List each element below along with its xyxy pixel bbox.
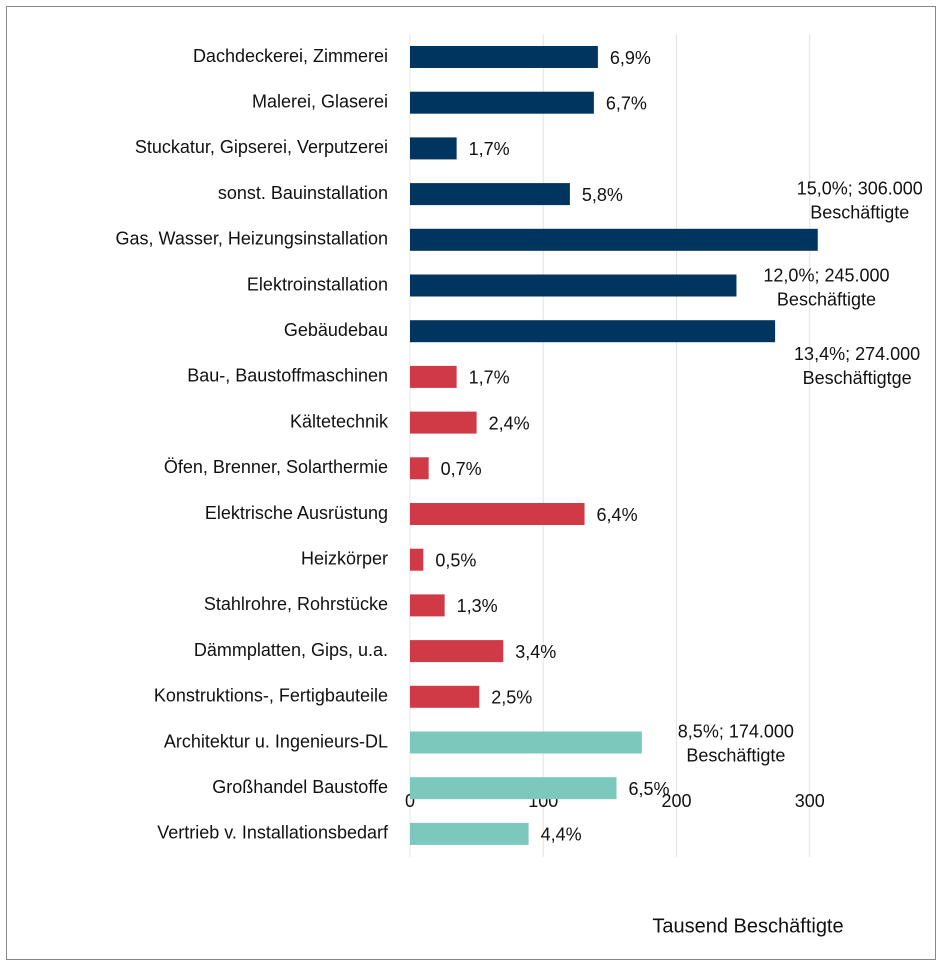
- bar: [410, 640, 504, 663]
- data-label: 6,9%: [610, 48, 651, 68]
- data-label: 13,4%; 274.000: [794, 344, 920, 364]
- y-tick-label: Elektrische Ausrüstung: [205, 503, 388, 523]
- bar: [410, 228, 818, 251]
- bar: [410, 320, 776, 343]
- bar: [410, 137, 457, 160]
- y-tick-label: Gebäudebau: [284, 320, 388, 340]
- data-label: 0,5%: [435, 550, 476, 570]
- y-tick-label: Elektroinstallation: [247, 274, 388, 294]
- data-label: 2,5%: [491, 688, 532, 708]
- y-tick-label: Vertrieb v. Installationsbedarf: [157, 823, 389, 843]
- y-tick-label: Konstruktions-, Fertigbauteile: [154, 686, 388, 706]
- data-label: 8,5%; 174.000: [678, 721, 794, 741]
- y-tick-label: Heizkörper: [301, 548, 388, 568]
- bar: [410, 822, 529, 845]
- y-tick-label: Öfen, Brenner, Solarthermie: [164, 457, 388, 477]
- data-label: Beschäftigte: [777, 289, 876, 309]
- bar: [410, 594, 445, 617]
- data-label: 6,4%: [597, 505, 638, 525]
- data-label: 6,7%: [606, 93, 647, 113]
- data-label: Beschäftigte: [686, 745, 785, 765]
- bar: [410, 91, 594, 114]
- data-label: Beschäftigtge: [803, 368, 912, 388]
- y-tick-label: sonst. Bauinstallation: [218, 183, 388, 203]
- y-tick-label: Malerei, Glaserei: [252, 91, 388, 111]
- data-label: 3,4%: [515, 642, 556, 662]
- x-tick-label: 200: [661, 791, 691, 811]
- y-tick-label: Kältetechnik: [290, 411, 389, 431]
- bar: [410, 183, 570, 206]
- data-label: 4,4%: [541, 825, 582, 845]
- bar: [410, 777, 617, 800]
- data-label: 0,7%: [441, 459, 482, 479]
- data-label: 15,0%; 306.000: [797, 179, 923, 199]
- bar: [410, 731, 642, 754]
- bar: [410, 457, 429, 480]
- frame: [6, 6, 936, 960]
- y-tick-label: Architektur u. Ingenieurs-DL: [164, 731, 388, 751]
- y-tick-label: Großhandel Baustoffe: [212, 777, 388, 797]
- y-tick-label: Gas, Wasser, Heizungsinstallation: [116, 229, 388, 249]
- data-label: Beschäftigte: [810, 203, 909, 223]
- data-label: 1,7%: [469, 139, 510, 159]
- bar: [410, 274, 737, 297]
- bar: [410, 548, 424, 571]
- data-label: 5,8%: [582, 185, 623, 205]
- x-axis-label: Tausend Beschäftigte: [652, 915, 843, 937]
- data-label: 1,7%: [469, 368, 510, 388]
- y-tick-label: Dämmplatten, Gips, u.a.: [194, 640, 388, 660]
- y-tick-label: Stahlrohre, Rohrstücke: [204, 594, 388, 614]
- data-label: 6,5%: [629, 779, 670, 799]
- data-label: 1,3%: [457, 596, 498, 616]
- bar: [410, 503, 585, 525]
- y-tick-label: Stuckatur, Gipserei, Verputzerei: [135, 137, 388, 157]
- data-label: 2,4%: [489, 413, 530, 433]
- y-tick-label: Bau-, Baustoffmaschinen: [187, 366, 388, 386]
- bar: [410, 46, 598, 68]
- x-tick-label: 300: [795, 791, 825, 811]
- data-label: 12,0%; 245.000: [763, 265, 889, 285]
- x-tick-label: 0: [405, 791, 415, 811]
- y-tick-label: Dachdeckerei, Zimmerei: [193, 46, 388, 66]
- bar: [410, 365, 457, 388]
- bar: [410, 685, 480, 708]
- bar: [410, 411, 477, 434]
